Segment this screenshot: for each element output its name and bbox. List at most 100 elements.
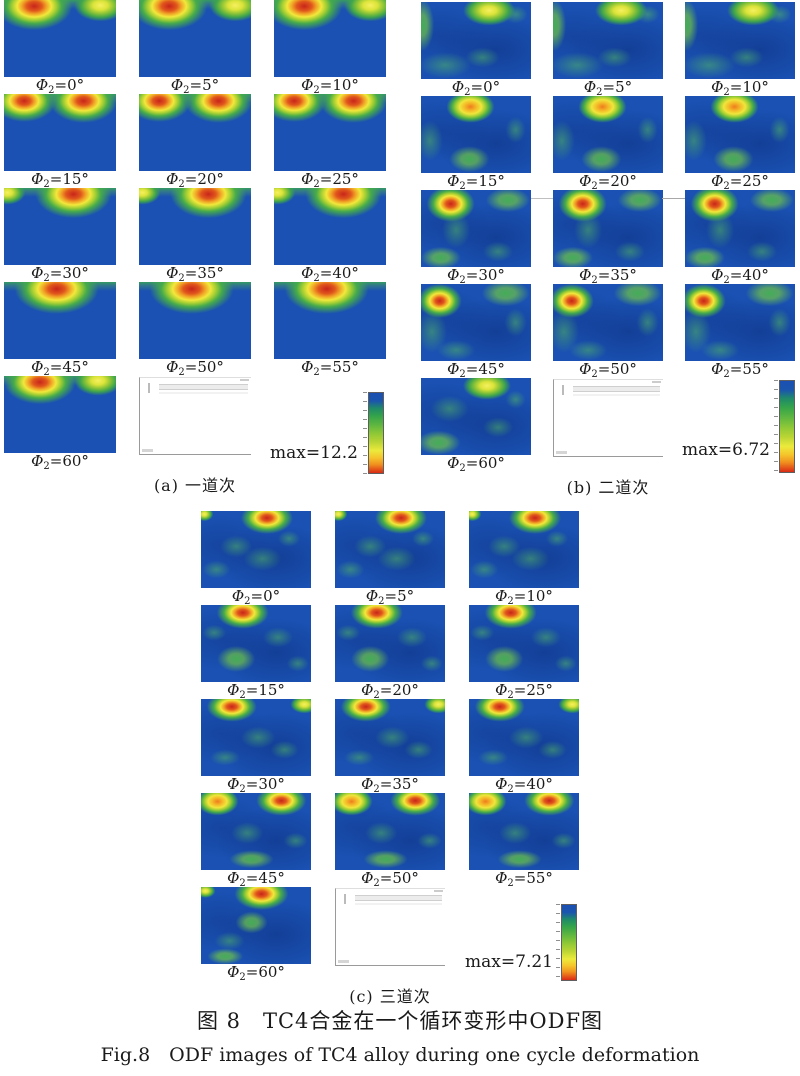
odf-cell: Φ2=25° bbox=[274, 94, 386, 190]
phi2-angle-label: Φ2=35° bbox=[139, 264, 251, 284]
legend-mark bbox=[433, 890, 443, 892]
label-part: 2 bbox=[464, 87, 471, 98]
odf-cell: Φ2=0° bbox=[4, 0, 116, 96]
panel-a-caption: (a) 一道次 bbox=[153, 476, 237, 495]
phi2-angle-label: Φ2=5° bbox=[335, 587, 445, 607]
odf-map-phi2-5 bbox=[553, 2, 663, 79]
odf-map-phi2-0 bbox=[201, 511, 311, 588]
phi2-angle-label: Φ2=15° bbox=[421, 173, 531, 192]
phi2-angle-label: Φ2=25° bbox=[685, 172, 795, 192]
odf-map-phi2-10 bbox=[274, 0, 386, 77]
odf-cell: Φ2=15° bbox=[201, 605, 311, 701]
label-part: 2 bbox=[313, 85, 320, 96]
label-part: = bbox=[250, 587, 264, 605]
phi2-angle-label: Φ2=0° bbox=[201, 587, 311, 607]
label-part: 40 bbox=[332, 264, 352, 282]
label-part: 2 bbox=[507, 878, 514, 889]
label-part: = bbox=[49, 264, 63, 282]
odf-cell: Φ2=10° bbox=[469, 511, 579, 607]
legend-text-bar bbox=[158, 392, 248, 394]
label-part: ° bbox=[545, 775, 553, 793]
label-part: ° bbox=[761, 266, 769, 284]
label-part: 0 bbox=[67, 76, 77, 94]
label-part: Φ bbox=[447, 266, 460, 284]
label-part: ° bbox=[277, 681, 285, 699]
label-part: 30 bbox=[62, 264, 82, 282]
label-part: ° bbox=[624, 78, 633, 96]
panel-a-one-pass: Φ2=0° Φ2=5° Φ2=10° Φ2=15° Φ2=20° Φ2=25° Φ2=30°… bbox=[4, 0, 386, 496]
odf-cell-legend bbox=[335, 887, 445, 981]
colorbar-cell: max=6.72 bbox=[682, 378, 795, 473]
label-part: 5 bbox=[615, 78, 625, 96]
label-part: Φ bbox=[451, 78, 465, 96]
label-part: Φ bbox=[583, 78, 597, 96]
odf-map-phi2-35 bbox=[335, 699, 445, 776]
label-part: ° bbox=[629, 172, 637, 190]
label-part: 2 bbox=[507, 690, 514, 701]
label-part: Φ bbox=[301, 76, 314, 94]
label-part: Φ bbox=[227, 869, 240, 887]
phi2-angle-label: Φ2=30° bbox=[421, 266, 531, 286]
odf-map-phi2-5 bbox=[335, 511, 445, 588]
label-part: = bbox=[384, 587, 398, 605]
label-part: ° bbox=[545, 869, 553, 887]
label-part: 2 bbox=[178, 179, 185, 190]
odf-cell: Φ2=15° bbox=[4, 94, 116, 190]
label-part: 15 bbox=[258, 681, 278, 699]
label-part: 20 bbox=[392, 681, 412, 699]
panel-c-three-pass: Φ2=0° Φ2=5° Φ2=10° Φ2=15° Φ2=20° Φ2=25° Φ2=30°… bbox=[201, 511, 579, 1007]
label-part: 2 bbox=[239, 690, 246, 701]
label-part: 2 bbox=[313, 179, 320, 190]
label-part: 35 bbox=[392, 775, 412, 793]
label-part: 2 bbox=[459, 181, 466, 192]
odf-cell: Φ2=55° bbox=[469, 793, 579, 889]
label-part: 2 bbox=[244, 596, 251, 607]
legend-mark bbox=[651, 381, 661, 383]
legend-box bbox=[139, 377, 251, 455]
odf-map-phi2-40 bbox=[469, 699, 579, 776]
label-part: 50 bbox=[610, 360, 630, 378]
odf-cell: Φ2=40° bbox=[469, 699, 579, 795]
colorbar-ticks bbox=[774, 380, 778, 473]
legend-text-bar bbox=[572, 394, 660, 396]
odf-map-phi2-0 bbox=[421, 2, 531, 79]
label-part: 25 bbox=[742, 172, 762, 190]
label-part: 2 bbox=[507, 784, 514, 795]
label-part: 2 bbox=[183, 85, 190, 96]
label-part: 45 bbox=[478, 360, 498, 378]
label-part: Φ bbox=[711, 78, 724, 96]
label-part: = bbox=[729, 78, 743, 96]
label-part: 5 bbox=[202, 76, 212, 94]
label-part: 60 bbox=[478, 454, 498, 472]
odf-map-phi2-10 bbox=[685, 2, 795, 79]
odf-map-phi2-40 bbox=[685, 190, 795, 267]
odf-cell: Φ2=60° bbox=[421, 378, 531, 474]
label-part: = bbox=[513, 681, 527, 699]
label-part: = bbox=[513, 587, 527, 605]
odf-map-phi2-55 bbox=[469, 793, 579, 870]
label-part: = bbox=[319, 264, 333, 282]
label-part: ° bbox=[76, 76, 85, 94]
label-part: Φ bbox=[361, 869, 374, 887]
label-part: = bbox=[184, 264, 198, 282]
label-part: ° bbox=[411, 681, 419, 699]
odf-map-phi2-45 bbox=[421, 284, 531, 361]
odf-map-phi2-45 bbox=[4, 282, 116, 359]
label-part: 25 bbox=[526, 681, 546, 699]
label-part: 2 bbox=[591, 181, 598, 192]
label-part: 2 bbox=[239, 784, 246, 795]
odf-cell: Φ2=45° bbox=[421, 284, 531, 380]
label-part: 2 bbox=[378, 596, 385, 607]
phi2-angle-label: Φ2=40° bbox=[469, 775, 579, 795]
phi2-angle-label: Φ2=60° bbox=[421, 454, 531, 474]
max-value-label: max=6.72 bbox=[682, 440, 770, 460]
label-part: 2 bbox=[373, 690, 380, 701]
odf-cell: Φ2=25° bbox=[469, 605, 579, 701]
odf-map-phi2-10 bbox=[469, 511, 579, 588]
label-part: 10 bbox=[332, 76, 352, 94]
label-part: 2 bbox=[459, 369, 466, 380]
legend-box bbox=[553, 379, 663, 457]
phi2-angle-label: Φ2=35° bbox=[335, 775, 445, 795]
label-part: = bbox=[184, 358, 198, 376]
